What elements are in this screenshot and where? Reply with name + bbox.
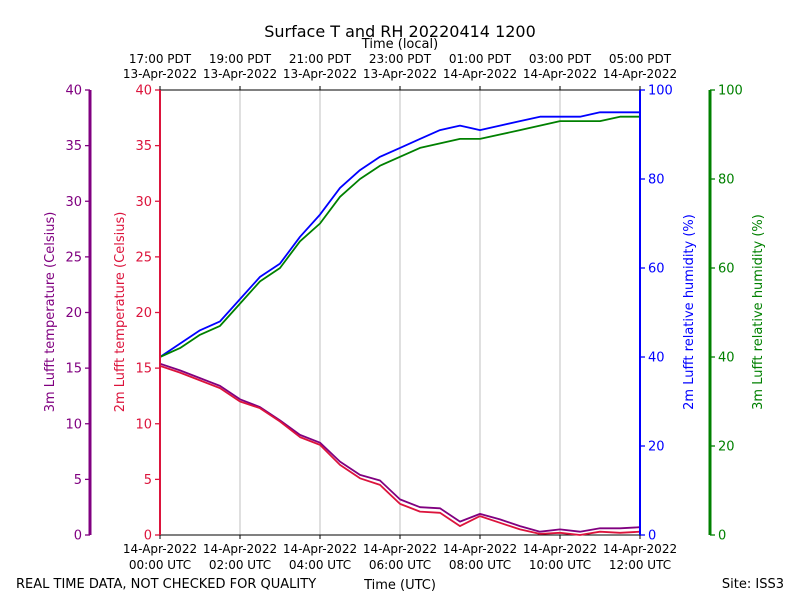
y-tick-label: 35 <box>65 139 82 154</box>
y-tick-label: 25 <box>65 250 82 265</box>
y-tick-label: 5 <box>144 473 152 488</box>
top-tick-date-label: 13-Apr-2022 <box>203 67 277 81</box>
top-tick-time-label: 01:00 PDT <box>449 52 512 66</box>
x-tick-date-label: 14-Apr-2022 <box>283 542 357 556</box>
temp-2m-axis-label: 2m Lufft temperature (Celsius) <box>113 212 128 413</box>
grid <box>239 90 561 535</box>
quality-disclaimer: REAL TIME DATA, NOT CHECKED FOR QUALITY <box>16 577 316 592</box>
y-tick-label: 30 <box>135 195 152 210</box>
x-tick-time-label: 00:00 UTC <box>129 558 191 572</box>
top-tick-date-label: 13-Apr-2022 <box>123 67 197 81</box>
y-tick-label: 100 <box>648 84 673 99</box>
temp-3m-axis-label: 3m Lufft temperature (Celsius) <box>43 212 58 413</box>
x-tick-time-label: 08:00 UTC <box>449 558 511 572</box>
series-line-rh-2m <box>159 111 640 358</box>
top-tick-date-label: 13-Apr-2022 <box>283 67 357 81</box>
x-tick-date-label: 14-Apr-2022 <box>123 542 197 556</box>
series-line-temp-2m <box>159 365 641 536</box>
y-tick-label: 10 <box>65 417 82 432</box>
y-tick-label: 20 <box>648 440 665 455</box>
y-tick-label: 80 <box>718 173 735 188</box>
temp-2m-axis: 0 5 10 15 20 25 30 35 40 <box>135 84 161 544</box>
y-tick-label: 40 <box>648 351 665 366</box>
top-tick-date-label: 14-Apr-2022 <box>603 67 677 81</box>
y-tick-label: 25 <box>135 250 152 265</box>
x-tick-date-label: 14-Apr-2022 <box>603 542 677 556</box>
x-tick-time-label: 02:00 UTC <box>209 558 271 572</box>
x-tick-time-label: 04:00 UTC <box>289 558 351 572</box>
y-tick-label: 60 <box>718 262 735 277</box>
chart-title: Surface T and RH 20220414 1200 <box>264 22 536 41</box>
y-tick-label: 20 <box>718 440 735 455</box>
top-tick-date-label: 14-Apr-2022 <box>443 67 517 81</box>
top-tick-time-label: 23:00 PDT <box>369 52 432 66</box>
x-tick-time-label: 12:00 UTC <box>609 558 671 572</box>
top-axis-title: Time (local) <box>361 37 438 52</box>
x-tick-date-label: 14-Apr-2022 <box>203 542 277 556</box>
top-tick-time-label: 21:00 PDT <box>289 52 352 66</box>
rh-3m-axis-label: 3m Lufft relative humidity (%) <box>751 214 766 410</box>
x-tick-date-label: 14-Apr-2022 <box>363 542 437 556</box>
top-tick-date-label: 13-Apr-2022 <box>363 67 437 81</box>
y-tick-label: 20 <box>65 306 82 321</box>
x-tick-time-label: 06:00 UTC <box>369 558 431 572</box>
y-tick-label: 40 <box>718 351 735 366</box>
y-tick-label: 30 <box>65 195 82 210</box>
y-tick-label: 15 <box>65 362 82 377</box>
rh-3m-axis: 0 20 40 60 80 100 <box>708 84 743 544</box>
y-tick-label: 0 <box>718 529 726 544</box>
y-tick-label: 5 <box>74 473 82 488</box>
top-tick-time-label: 17:00 PDT <box>129 52 192 66</box>
top-tick-time-label: 19:00 PDT <box>209 52 272 66</box>
x-tick-time-label: 10:00 UTC <box>529 558 591 572</box>
y-tick-label: 0 <box>144 529 152 544</box>
top-tick-date-label: 14-Apr-2022 <box>523 67 597 81</box>
y-tick-label: 15 <box>135 362 152 377</box>
series-layer <box>159 111 641 536</box>
rh-2m-axis: 0 20 40 60 80 100 <box>639 84 673 544</box>
top-tick-time-label: 03:00 PDT <box>529 52 592 66</box>
series-line-temp-3m <box>159 362 641 533</box>
x-tick-date-label: 14-Apr-2022 <box>443 542 517 556</box>
y-tick-label: 0 <box>648 529 656 544</box>
y-tick-label: 35 <box>135 139 152 154</box>
top-tick-time-label: 05:00 PDT <box>609 52 672 66</box>
temp-3m-axis: 0 5 10 15 20 25 30 35 40 <box>65 84 92 544</box>
bottom-time-axis: 14-Apr-2022 00:00 UTC 14-Apr-2022 02:00 UTC… <box>123 535 677 572</box>
y-tick-label: 100 <box>718 84 743 99</box>
x-axis-label: Time (UTC) <box>363 578 436 593</box>
y-tick-label: 20 <box>135 306 152 321</box>
y-tick-label: 40 <box>135 84 152 99</box>
x-tick-date-label: 14-Apr-2022 <box>523 542 597 556</box>
y-tick-label: 10 <box>135 417 152 432</box>
y-tick-label: 60 <box>648 262 665 277</box>
series-line-rh-3m <box>159 115 640 358</box>
y-tick-label: 80 <box>648 173 665 188</box>
y-tick-label: 0 <box>74 529 82 544</box>
y-tick-label: 40 <box>65 84 82 99</box>
site-label: Site: ISS3 <box>722 577 784 592</box>
rh-2m-axis-label: 2m Lufft relative humidity (%) <box>682 214 697 410</box>
